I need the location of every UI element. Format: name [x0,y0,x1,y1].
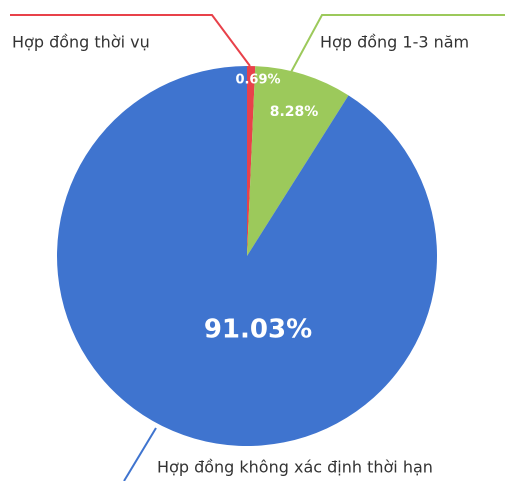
pie-slice [247,66,349,256]
pie-slice [57,66,438,447]
leader-line [10,14,251,67]
pie-slice [247,66,256,256]
pie [57,66,438,447]
leader-line [123,427,157,481]
leader-line [289,14,505,75]
value-label: 8.28% [270,104,319,120]
value-label: 0.69% [235,73,280,88]
category-label: Hợp đồng không xác định thời hạn [157,458,433,477]
category-label: Hợp đồng thời vụ [12,33,150,52]
value-label: 91.03% [204,315,312,345]
category-label: Hợp đồng 1-3 năm [320,33,469,52]
